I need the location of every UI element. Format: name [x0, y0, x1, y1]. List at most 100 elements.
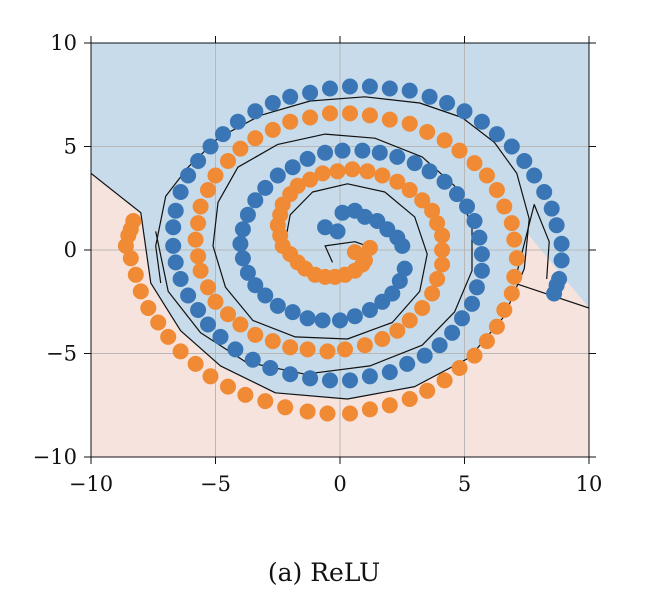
- point-class-0: [227, 341, 244, 358]
- point-class-1: [344, 161, 361, 178]
- point-class-0: [374, 293, 391, 310]
- point-class-0: [167, 202, 184, 219]
- point-class-1: [436, 132, 453, 149]
- point-class-0: [416, 347, 433, 364]
- point-class-1: [401, 115, 418, 132]
- point-class-0: [381, 364, 398, 381]
- point-class-1: [237, 386, 254, 403]
- x-tick-label: 10: [576, 472, 603, 496]
- point-class-1: [319, 343, 336, 360]
- point-class-1: [247, 326, 264, 343]
- point-class-1: [274, 237, 291, 254]
- point-class-0: [354, 142, 371, 159]
- point-class-1: [356, 252, 373, 269]
- point-class-0: [215, 126, 231, 143]
- point-class-0: [421, 88, 438, 105]
- point-class-1: [506, 231, 523, 248]
- point-class-0: [284, 159, 301, 176]
- point-class-1: [299, 341, 316, 358]
- point-class-1: [207, 167, 224, 184]
- point-class-0: [369, 213, 386, 229]
- point-class-1: [478, 333, 495, 350]
- point-class-0: [421, 163, 438, 180]
- point-class-0: [371, 144, 388, 161]
- point-class-1: [122, 221, 139, 238]
- y-tick-label: −10: [33, 445, 77, 469]
- point-class-0: [232, 235, 249, 252]
- point-class-0: [180, 287, 197, 304]
- x-tick-label: −5: [200, 472, 231, 496]
- point-class-1: [307, 266, 324, 283]
- point-class-1: [200, 182, 216, 198]
- point-class-0: [488, 126, 505, 143]
- point-class-0: [334, 142, 351, 159]
- point-class-1: [342, 105, 358, 122]
- point-class-0: [456, 103, 473, 120]
- point-class-1: [140, 300, 157, 316]
- point-class-0: [200, 316, 216, 333]
- point-class-1: [274, 196, 291, 213]
- point-class-0: [431, 337, 448, 354]
- point-class-0: [503, 138, 520, 155]
- point-class-0: [459, 198, 475, 215]
- point-class-1: [401, 312, 418, 329]
- point-class-0: [389, 229, 406, 246]
- point-class-0: [234, 250, 251, 267]
- point-class-1: [434, 227, 451, 244]
- point-class-0: [302, 84, 319, 101]
- point-class-0: [342, 78, 358, 95]
- point-class-1: [361, 107, 378, 124]
- point-class-0: [381, 80, 398, 97]
- point-class-1: [381, 111, 398, 128]
- point-class-1: [429, 271, 446, 287]
- boundary-right-tail: [513, 203, 589, 309]
- point-class-0: [332, 312, 348, 329]
- point-class-0: [262, 360, 279, 376]
- point-class-0: [239, 264, 256, 281]
- figure-caption: (a) ReLU: [267, 558, 381, 587]
- point-class-1: [361, 401, 378, 418]
- y-tick-label: 0: [64, 238, 77, 262]
- point-class-1: [232, 316, 249, 333]
- point-class-0: [536, 184, 553, 200]
- point-class-0: [282, 366, 299, 383]
- point-class-1: [327, 268, 343, 285]
- x-tick-label: −10: [69, 472, 113, 496]
- point-class-0: [202, 138, 219, 155]
- x-tick-label: 5: [458, 472, 471, 496]
- point-class-0: [264, 95, 281, 111]
- point-class-1: [374, 331, 391, 347]
- point-class-0: [229, 113, 246, 130]
- point-class-1: [389, 173, 406, 190]
- point-class-0: [167, 254, 184, 271]
- point-class-0: [334, 204, 351, 221]
- point-class-0: [282, 88, 299, 105]
- point-class-0: [464, 295, 480, 312]
- point-class-0: [389, 148, 406, 165]
- point-class-0: [190, 302, 207, 318]
- x-tick-label: 0: [333, 472, 346, 496]
- point-class-1: [374, 167, 391, 184]
- point-class-1: [299, 403, 316, 420]
- point-class-1: [322, 105, 338, 122]
- point-class-0: [468, 279, 485, 296]
- point-class-0: [269, 167, 286, 184]
- point-class-1: [319, 405, 336, 422]
- point-class-1: [172, 343, 189, 360]
- point-class-1: [434, 256, 451, 273]
- point-class-1: [337, 341, 353, 358]
- point-class-1: [220, 306, 236, 323]
- point-class-1: [220, 378, 236, 395]
- point-class-1: [506, 268, 523, 285]
- point-class-0: [244, 351, 261, 368]
- point-class-0: [322, 372, 338, 389]
- point-class-0: [317, 219, 334, 236]
- point-class-0: [436, 173, 453, 190]
- point-class-1: [488, 318, 505, 335]
- point-class-1: [202, 368, 219, 385]
- point-class-0: [172, 271, 189, 287]
- point-class-1: [289, 177, 306, 194]
- point-class-1: [302, 171, 319, 188]
- point-class-1: [356, 337, 373, 354]
